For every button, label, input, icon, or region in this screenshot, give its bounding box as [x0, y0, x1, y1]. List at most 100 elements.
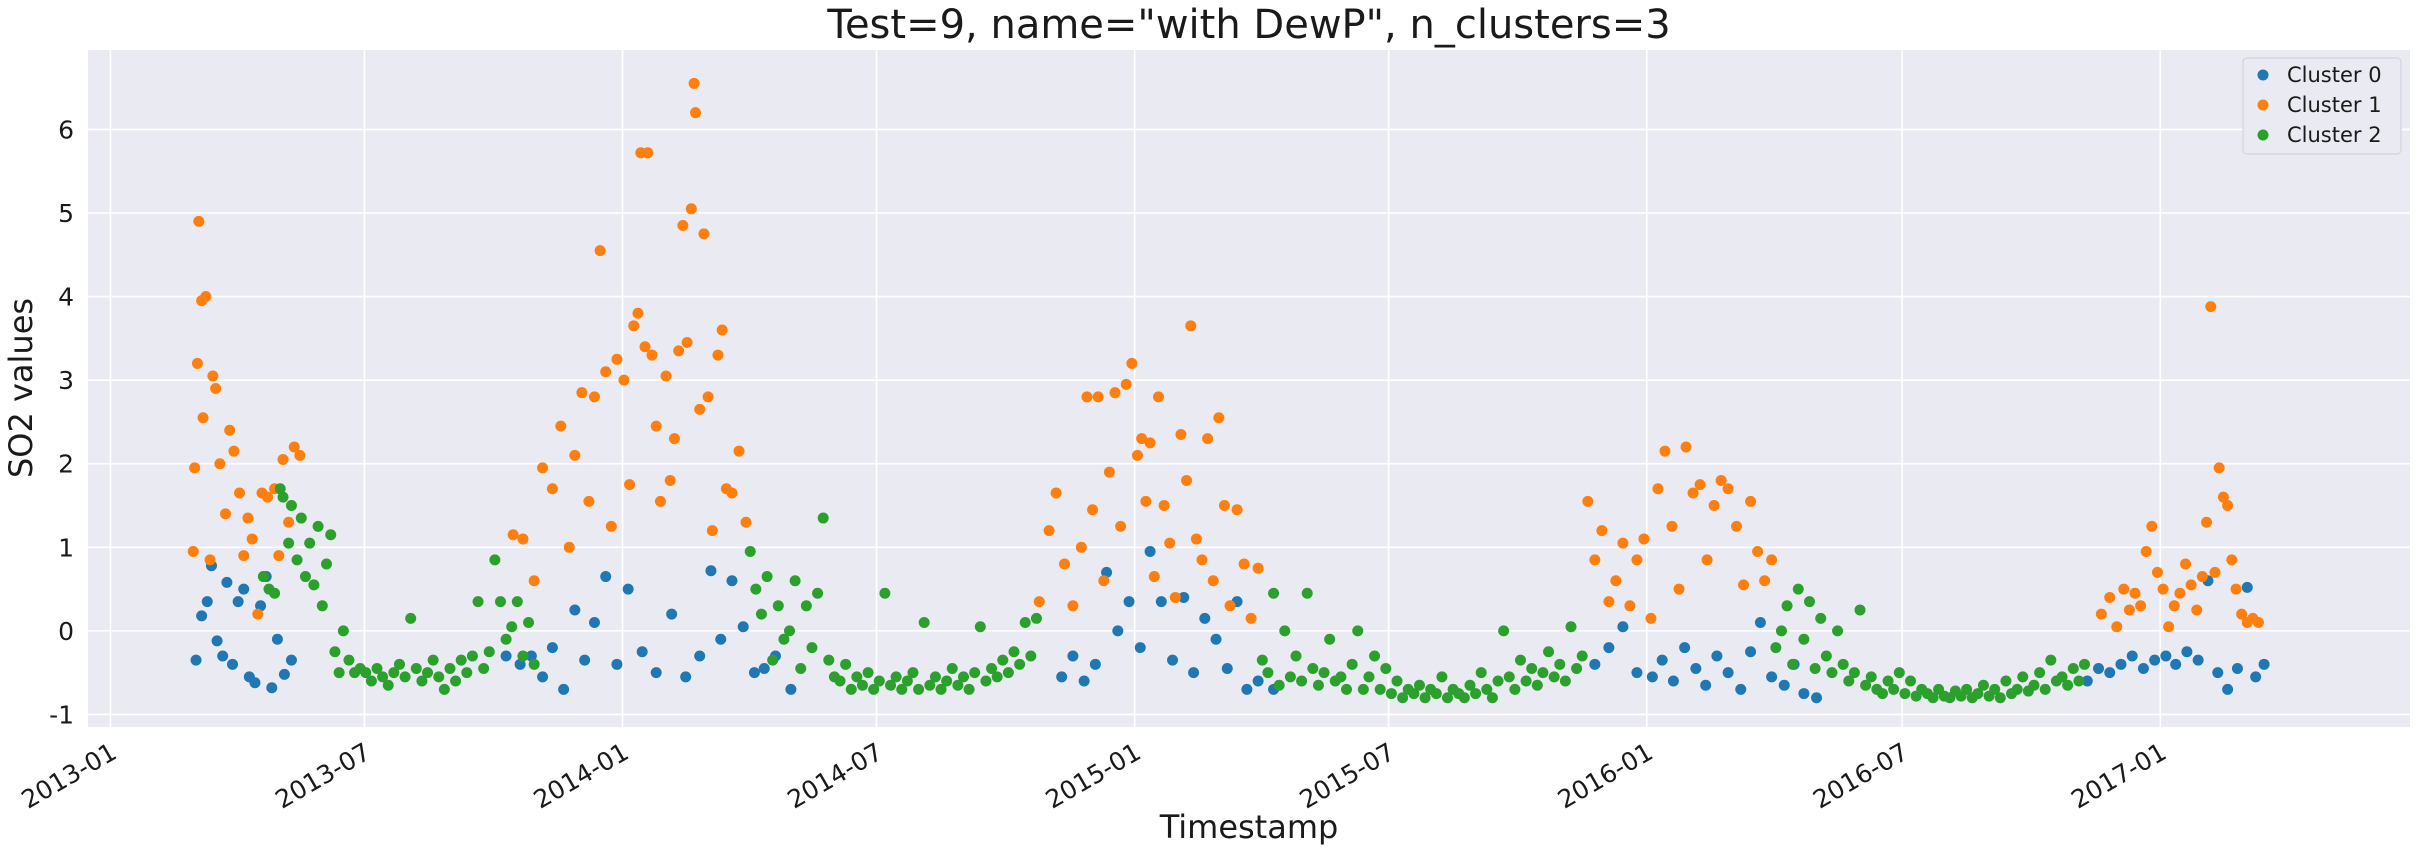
point-cluster-1 [2226, 554, 2238, 566]
point-cluster-1 [2222, 500, 2234, 512]
point-cluster-0 [217, 650, 229, 662]
point-cluster-2 [1854, 604, 1866, 616]
point-cluster-1 [2168, 600, 2180, 612]
point-cluster-1 [224, 424, 236, 436]
point-cluster-1 [207, 370, 219, 382]
point-cluster-2 [1554, 658, 1566, 670]
point-cluster-1 [1652, 483, 1664, 495]
point-cluster-1 [1752, 545, 1764, 557]
point-cluster-0 [232, 596, 244, 608]
point-cluster-2 [1324, 633, 1336, 645]
point-cluster-1 [654, 495, 666, 507]
point-cluster-2 [1256, 654, 1268, 666]
point-cluster-1 [1067, 600, 1079, 612]
point-cluster-0 [2149, 654, 2161, 666]
point-cluster-1 [507, 529, 519, 541]
point-cluster-1 [1098, 575, 1110, 587]
point-cluster-2 [1509, 683, 1521, 695]
point-cluster-1 [238, 550, 250, 562]
point-cluster-1 [1645, 612, 1657, 624]
point-cluster-0 [1167, 654, 1179, 666]
point-cluster-1 [187, 545, 199, 557]
point-cluster-0 [1199, 612, 1211, 624]
point-cluster-1 [685, 203, 697, 215]
point-cluster-1 [628, 320, 640, 332]
point-cluster-1 [2191, 604, 2203, 616]
point-cluster-2 [935, 683, 947, 695]
point-cluster-0 [2170, 658, 2182, 670]
point-cluster-2 [528, 658, 540, 670]
point-cluster-2 [856, 679, 868, 691]
point-cluster-1 [1115, 520, 1127, 532]
point-cluster-1 [1059, 558, 1071, 570]
point-cluster-2 [1576, 650, 1588, 662]
point-cluster-0 [2137, 662, 2149, 674]
point-cluster-0 [2160, 650, 2172, 662]
point-cluster-2 [1481, 683, 1493, 695]
point-cluster-1 [569, 449, 581, 461]
point-cluster-2 [478, 662, 490, 674]
point-cluster-2 [410, 662, 422, 674]
point-cluster-2 [1475, 667, 1487, 679]
point-cluster-2 [283, 537, 295, 549]
point-cluster-2 [750, 583, 762, 595]
point-cluster-0 [271, 633, 283, 645]
point-cluster-2 [2073, 675, 2085, 687]
point-cluster-2 [388, 667, 400, 679]
point-cluster-1 [537, 462, 549, 474]
point-cluster-2 [767, 654, 779, 666]
point-cluster-2 [371, 662, 383, 674]
point-cluster-2 [885, 679, 897, 691]
point-cluster-2 [1470, 688, 1482, 700]
point-cluster-2 [308, 579, 320, 591]
point-cluster-0 [666, 608, 678, 620]
point-cluster-0 [500, 650, 512, 662]
point-cluster-1 [1694, 479, 1706, 491]
point-cluster-2 [312, 520, 324, 532]
point-cluster-0 [1811, 692, 1823, 704]
point-cluster-0 [196, 610, 208, 622]
point-cluster-2 [1352, 625, 1364, 637]
point-cluster-1 [2217, 491, 2229, 503]
point-cluster-2 [744, 545, 756, 557]
point-cluster-2 [523, 617, 535, 629]
point-cluster-2 [789, 575, 801, 587]
point-cluster-2 [1537, 667, 1549, 679]
point-cluster-1 [646, 349, 658, 361]
point-cluster-1 [2151, 566, 2163, 578]
point-cluster-2 [879, 587, 891, 599]
point-cluster-2 [1927, 692, 1939, 704]
point-cluster-2 [991, 671, 1003, 683]
point-cluster-2 [896, 683, 908, 695]
point-cluster-2 [1792, 583, 1804, 595]
point-cluster-2 [1848, 667, 1860, 679]
point-cluster-1 [2123, 604, 2135, 616]
point-cluster-0 [1056, 671, 1068, 683]
point-cluster-0 [2241, 581, 2253, 593]
point-cluster-0 [227, 658, 239, 670]
point-cluster-0 [1766, 671, 1778, 683]
point-cluster-1 [1582, 495, 1594, 507]
point-cluster-2 [2067, 662, 2079, 674]
point-cluster-1 [2230, 583, 2242, 595]
point-cluster-0 [1210, 633, 1222, 645]
point-cluster-2 [795, 662, 807, 674]
point-cluster-0 [514, 658, 526, 670]
point-cluster-2 [316, 600, 328, 612]
legend-label: Cluster 2 [2287, 123, 2382, 147]
point-cluster-1 [517, 533, 529, 545]
point-cluster-1 [193, 215, 205, 227]
point-cluster-1 [555, 420, 567, 432]
point-cluster-2 [1809, 662, 1821, 674]
y-tick-label: 5 [58, 199, 74, 228]
point-cluster-1 [191, 357, 203, 369]
point-cluster-1 [690, 107, 702, 119]
point-cluster-0 [537, 671, 549, 683]
point-cluster-1 [1738, 579, 1750, 591]
point-cluster-1 [1218, 500, 1230, 512]
point-cluster-2 [1531, 679, 1543, 691]
point-cluster-1 [698, 228, 710, 240]
point-cluster-1 [1238, 558, 1250, 570]
point-cluster-0 [748, 667, 760, 679]
point-cluster-1 [740, 516, 752, 528]
